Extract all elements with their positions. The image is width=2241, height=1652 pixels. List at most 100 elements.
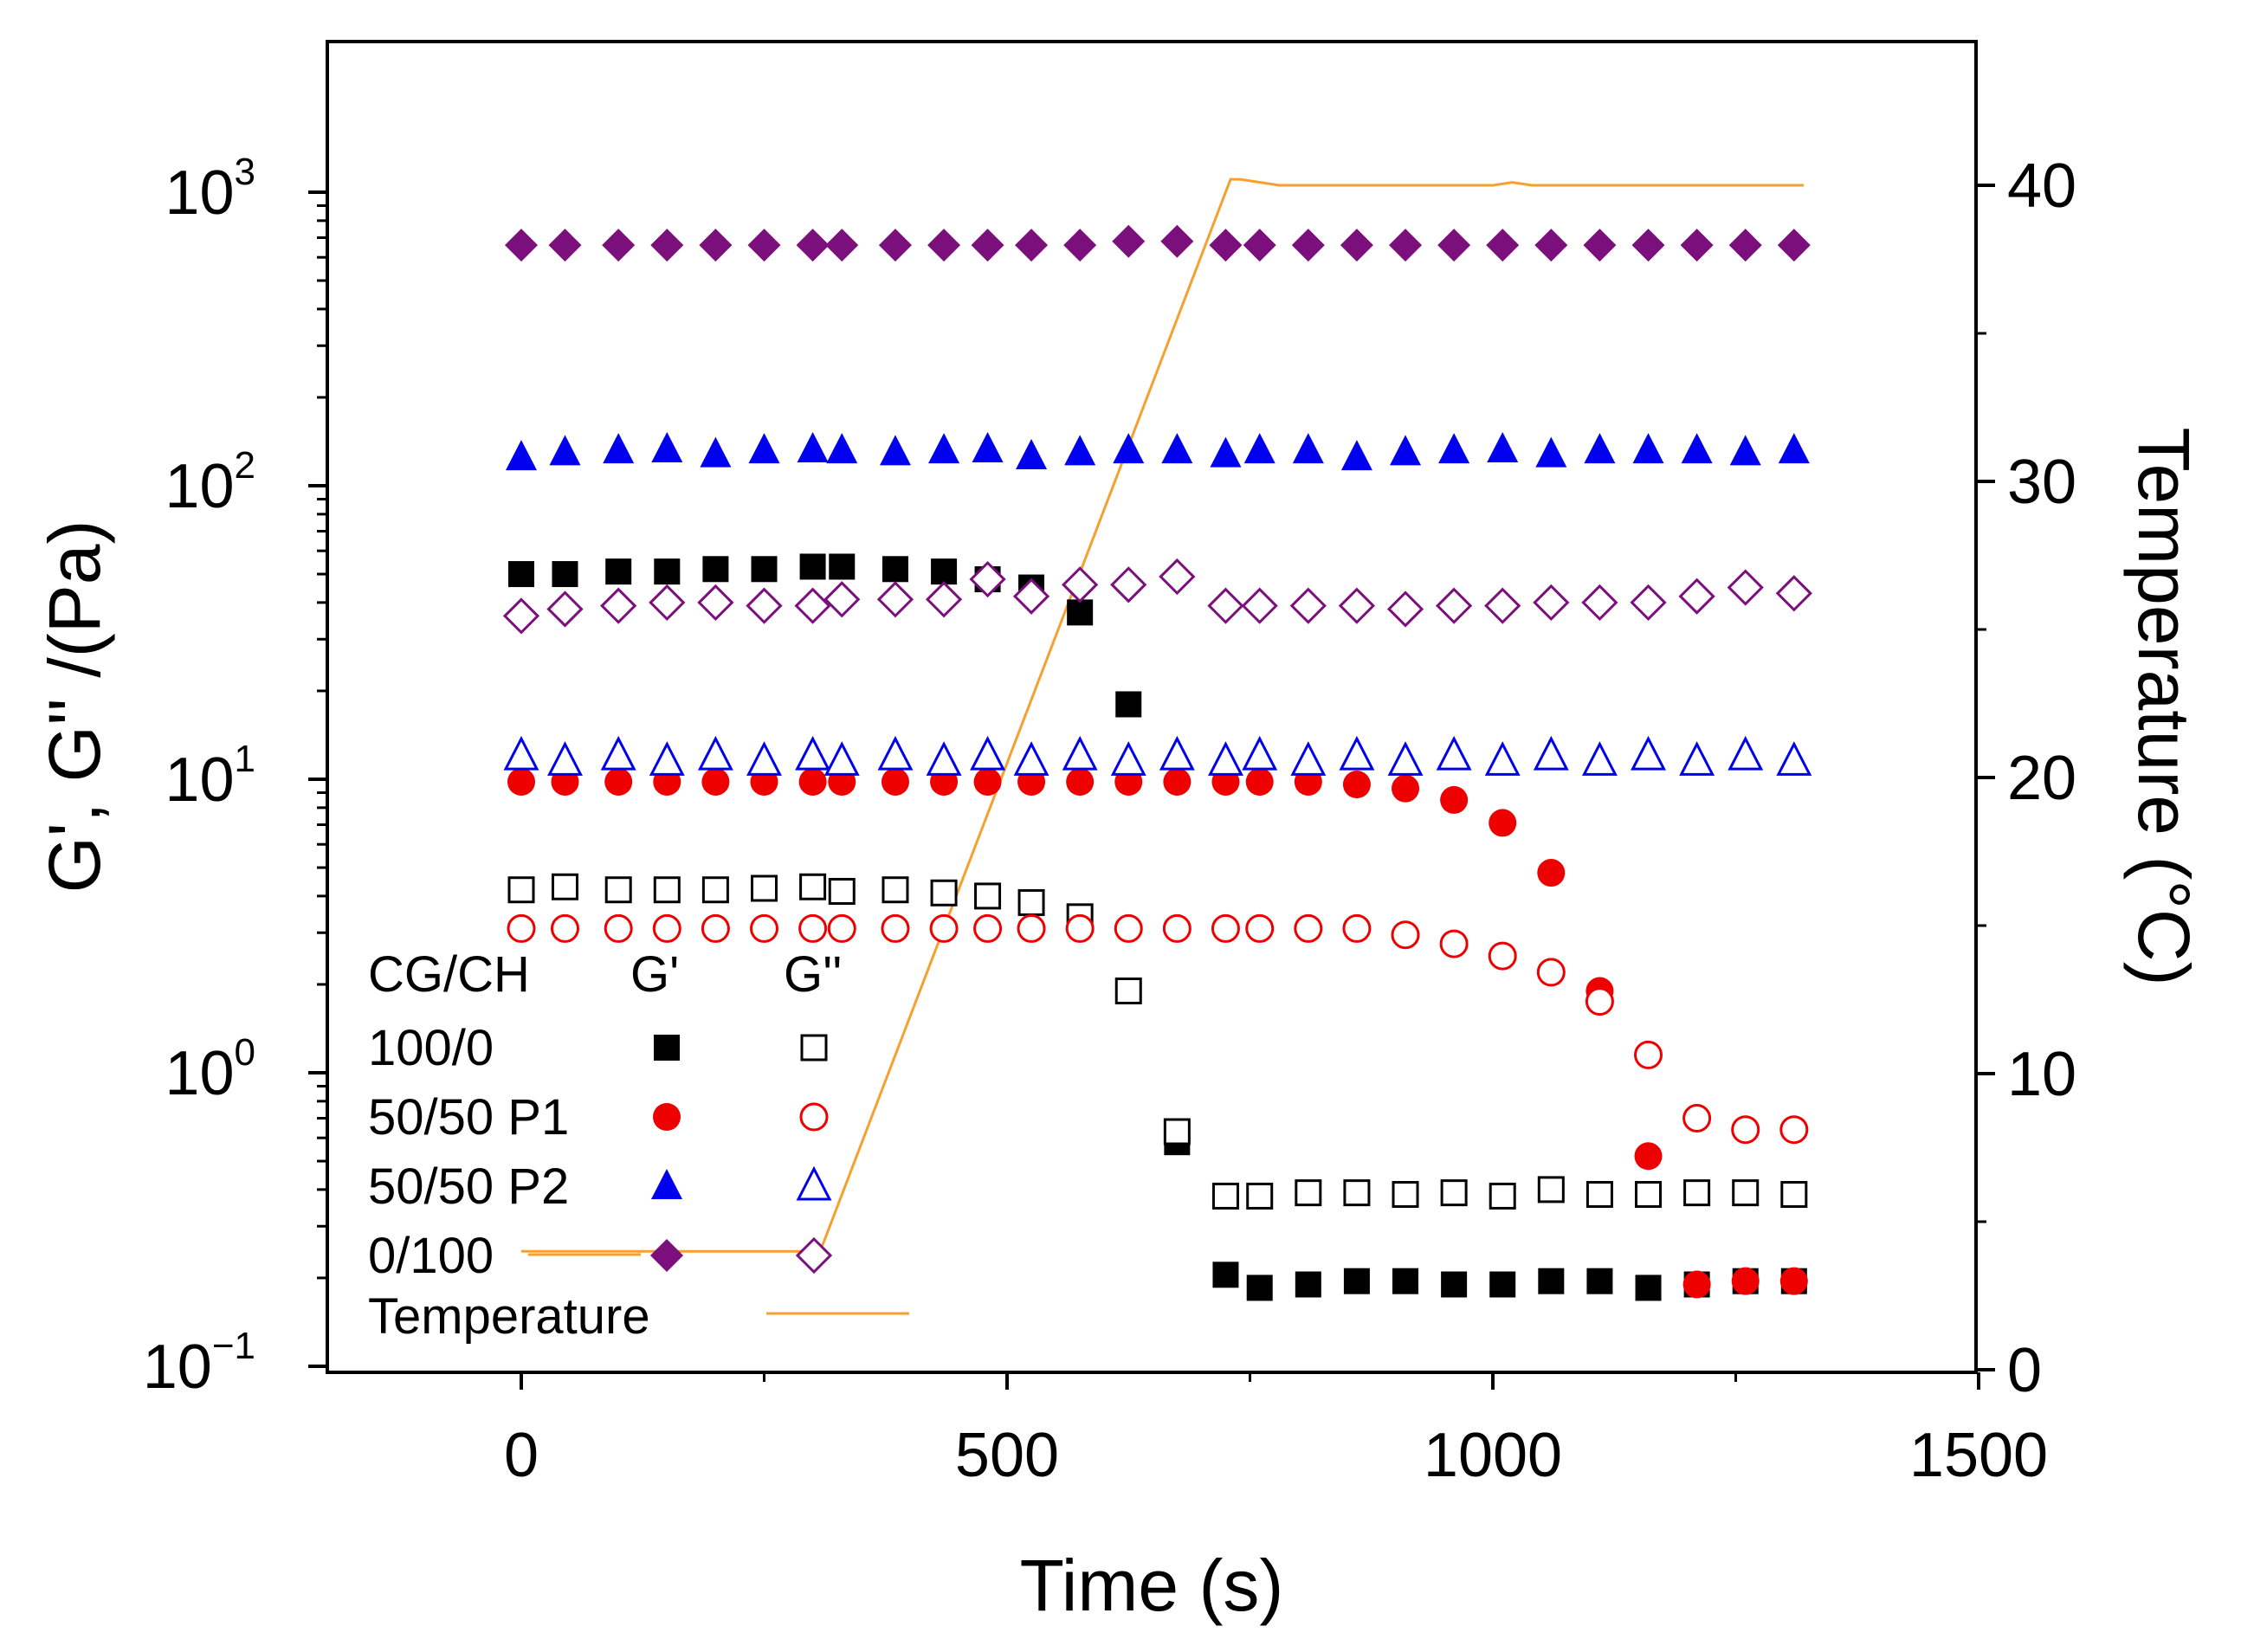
legend-marker-gdoubleprime (799, 1102, 829, 1132)
data-point (1163, 767, 1192, 796)
series-50-50-p2-g- (506, 432, 1810, 471)
data-point (1246, 1182, 1274, 1210)
data-point (653, 876, 681, 904)
data-point (1110, 566, 1147, 603)
data-point (1209, 229, 1243, 262)
legend-row-temperature: Temperature (368, 1288, 650, 1345)
data-point (1533, 735, 1569, 771)
data-point (699, 229, 733, 262)
data-point (649, 741, 685, 776)
data-point (1487, 432, 1519, 463)
data-point (1065, 913, 1095, 943)
data-point (701, 767, 730, 796)
data-point (1729, 435, 1761, 466)
data-point (827, 913, 856, 943)
data-point (1340, 440, 1372, 471)
data-point (701, 913, 730, 943)
temperature-series (521, 177, 1805, 1253)
legend-marker-gprime (650, 1239, 683, 1272)
data-point (1339, 735, 1375, 771)
data-point (548, 229, 582, 262)
data-point (1731, 1267, 1760, 1295)
data-point (1536, 958, 1566, 987)
data-point (1159, 735, 1195, 771)
data-point (1776, 741, 1812, 776)
data-point (1207, 587, 1244, 624)
data-point (1727, 569, 1764, 606)
data-series (502, 224, 1812, 1301)
data-point (1435, 587, 1473, 624)
data-point (1634, 1142, 1663, 1171)
data-point (1291, 229, 1325, 262)
data-point (1290, 741, 1327, 776)
data-point (799, 553, 826, 580)
legend-row-50-50-p1: 50/50 P1 (368, 1089, 569, 1145)
data-point (547, 741, 583, 776)
data-point (826, 433, 858, 464)
data-point (823, 741, 860, 776)
data-point (927, 229, 961, 262)
data-point (1484, 741, 1521, 776)
data-point (828, 877, 856, 905)
series-50-50-p2-g- (503, 735, 1812, 776)
data-point (1581, 584, 1618, 622)
legend-marker-gdoubleprime (796, 1165, 832, 1201)
data-point (1245, 767, 1274, 796)
data-point (1062, 735, 1098, 771)
data-point (603, 433, 635, 464)
y2-tick-label: 30 (2007, 448, 2076, 517)
data-point (799, 873, 827, 900)
data-point (604, 767, 633, 796)
data-point (507, 767, 535, 796)
data-point (970, 735, 1006, 771)
y-tick-exponent: 2 (235, 444, 255, 487)
x-axis-title: Time (s) (1020, 1545, 1284, 1626)
legend-header-group: CG/CH (368, 946, 530, 1003)
data-point (972, 432, 1004, 463)
data-point (1392, 774, 1420, 803)
data-point (1731, 1115, 1760, 1145)
data-point (1488, 941, 1517, 971)
data-point (796, 229, 830, 262)
data-point (1067, 599, 1094, 626)
data-point (1440, 785, 1469, 814)
data-point (751, 874, 778, 902)
y2-axis-ticks: 0 10 20 30 40 (1976, 152, 2076, 1405)
data-point (1210, 436, 1242, 468)
data-point (602, 229, 636, 262)
data-point (929, 913, 959, 943)
data-point (1489, 1182, 1516, 1210)
data-point (502, 597, 540, 635)
data-point (507, 876, 535, 904)
data-point (794, 587, 831, 624)
data-point (1245, 913, 1275, 943)
data-point (1681, 433, 1713, 464)
plot-frame (326, 40, 1978, 1374)
data-point (1013, 741, 1049, 776)
data-point (928, 433, 960, 464)
data-point (1112, 224, 1146, 258)
data-point (1634, 1040, 1663, 1069)
data-point (751, 556, 778, 583)
y-tick-exponent: 1 (235, 738, 255, 780)
data-point (1292, 433, 1324, 464)
x-tick-label: 1500 (1909, 1421, 2048, 1490)
data-point (1015, 229, 1049, 262)
data-point (1066, 767, 1095, 796)
data-point (1386, 590, 1424, 628)
data-point (1160, 224, 1194, 258)
data-point (1338, 587, 1376, 624)
data-point (1683, 1179, 1711, 1207)
data-point (882, 876, 909, 904)
data-point (825, 229, 859, 262)
y-tick-exponent: 0 (235, 1031, 255, 1074)
data-point (1243, 229, 1276, 262)
legend-markers (528, 1034, 909, 1315)
data-point (823, 581, 861, 618)
data-point (604, 876, 632, 904)
data-point (1392, 1181, 1419, 1209)
data-point (1389, 229, 1423, 262)
data-point (700, 436, 732, 468)
data-point (650, 229, 684, 262)
